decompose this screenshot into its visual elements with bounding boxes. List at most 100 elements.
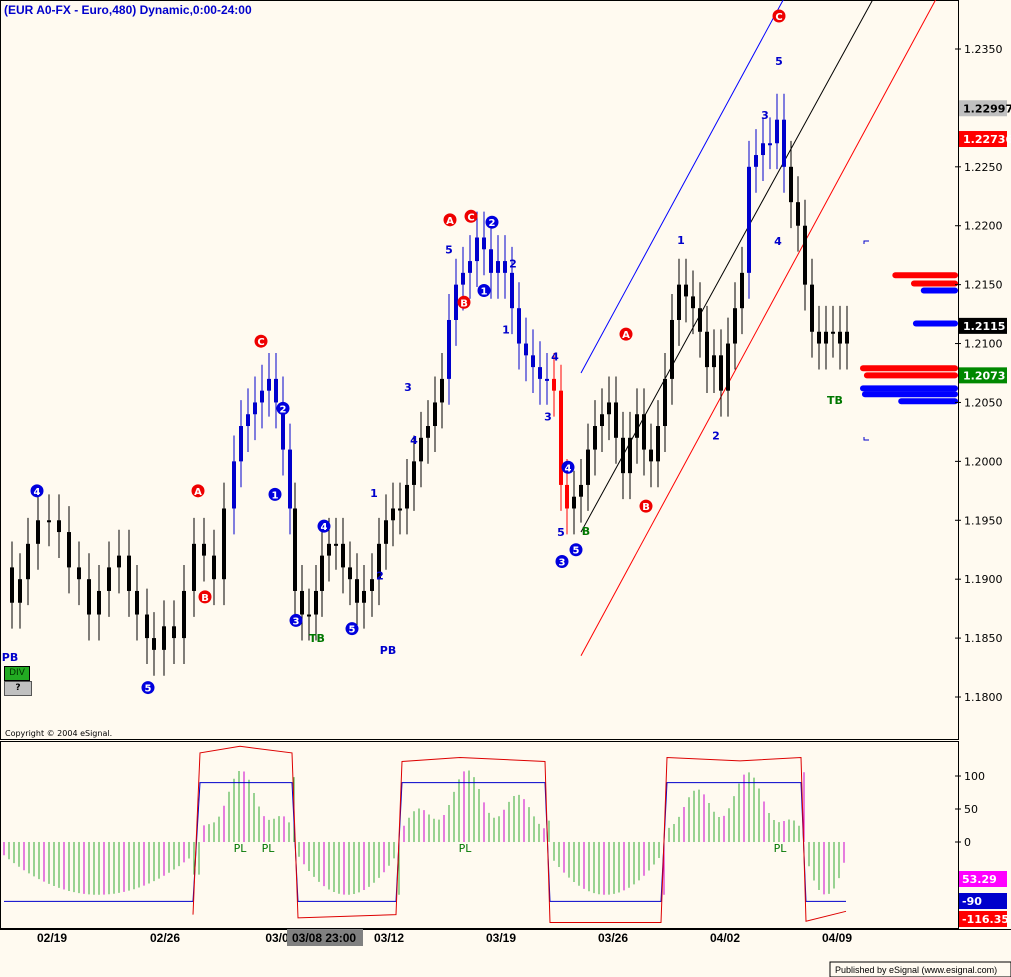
bar-body [586, 449, 590, 485]
wave-marker [477, 284, 491, 298]
bar-body [482, 237, 486, 250]
bar-body [503, 261, 507, 273]
bar-body [232, 461, 236, 509]
date-tick-label: 03/12 [374, 931, 404, 945]
bar-body [545, 378, 549, 381]
bar-body [135, 590, 139, 615]
wave-label: 5 [145, 684, 152, 695]
wave-marker [141, 681, 155, 695]
price-axis: 1.2350 1.2250 1.2200 1.2150 1.2100 1.2050 1.20… [955, 0, 1003, 740]
osc-value-tag: 53.29 [962, 873, 997, 886]
bar-body [845, 331, 849, 344]
date-tick-label: 04/02 [710, 931, 740, 945]
osc-value-tag-box [959, 893, 1007, 909]
bar-body [747, 166, 751, 273]
wave-label: 4 [565, 463, 572, 474]
wave-label: 3 [559, 558, 566, 569]
bar-body [656, 426, 660, 462]
wave-label: 2 [712, 429, 720, 442]
price-tags: 1.22997 1.22736 1.2115 1.2073 [959, 100, 1011, 384]
bar-body [635, 414, 639, 438]
wave-label: 2 [280, 404, 287, 415]
price-tick-label: 1.2250 [964, 161, 1003, 174]
bar-body [26, 543, 30, 580]
bar-body [838, 331, 842, 344]
bar-body [642, 414, 646, 450]
volume-profile-bar [898, 398, 958, 405]
price-tag: 1.22736 [963, 133, 1011, 146]
help-button[interactable]: ? [4, 681, 32, 696]
wave-label: 1 [370, 487, 378, 500]
bar-body [496, 261, 500, 273]
price-tick-label: 1.1850 [964, 632, 1003, 645]
pl-label: PL [234, 842, 248, 855]
bar-body [698, 308, 702, 332]
bar-body [621, 437, 625, 474]
div-button[interactable]: DIV [4, 666, 30, 681]
bar-body [260, 390, 264, 403]
trend-channel-lines [580, 0, 937, 657]
bar-body [677, 284, 681, 320]
osc-tick-label: 100 [964, 770, 985, 783]
bar-body [489, 249, 493, 273]
bar-body [77, 567, 81, 580]
bar-body [87, 579, 91, 615]
bar-body [447, 319, 451, 379]
bar-body [320, 555, 324, 591]
bar-body [391, 508, 395, 521]
wave-marker [268, 487, 282, 501]
bar-body [341, 543, 345, 568]
wave-label: 4 [551, 351, 559, 364]
bar-body [565, 484, 569, 509]
wave-labels: 45ABC12345ABC21AB435C123452143512345PBPB… [2, 9, 843, 695]
wave-marker [457, 295, 471, 309]
wave-label: 4 [34, 487, 41, 498]
wave-marker [639, 499, 653, 513]
bar-body [307, 614, 311, 617]
wave-marker [485, 215, 499, 229]
price-tag: 1.22997 [963, 102, 1011, 115]
wave-label: 3 [761, 109, 769, 122]
chart-title: (EUR A0-FX - Euro,480) Dynamic,0:00-24:0… [4, 3, 252, 17]
price-tick-label: 1.2050 [964, 396, 1003, 409]
wave-label: 2 [509, 257, 517, 270]
bar-body [712, 355, 716, 368]
bar-body [593, 426, 597, 450]
crosshair-date-box [287, 929, 363, 946]
bar-body [579, 484, 583, 497]
channel-red-line [580, 0, 937, 657]
osc-step-line [4, 782, 846, 902]
bar-body [152, 638, 156, 650]
price-bars [10, 93, 849, 676]
bar-body [172, 626, 176, 639]
bar-body [740, 272, 744, 309]
bar-body [348, 567, 352, 580]
wave-marker [276, 401, 290, 415]
bar-body [461, 272, 465, 285]
bar-body [212, 555, 216, 580]
bar-body [300, 590, 304, 615]
bar-body [274, 378, 278, 403]
bar-body [831, 331, 835, 334]
osc-value-tag-box [959, 871, 1007, 887]
wave-marker [198, 590, 212, 604]
bar-body [796, 202, 800, 226]
price-tick-label: 1.2200 [964, 220, 1003, 233]
date-axis: 02/19 02/26 03/0 03/12 03/19 03/26 04/02 04/09 [37, 931, 852, 945]
bar-body [768, 143, 772, 146]
price-tick-label: 1.1950 [964, 514, 1003, 527]
osc-tick-label: 50 [964, 803, 978, 816]
date-tick-label: 02/26 [150, 931, 180, 945]
bar-body [670, 319, 674, 379]
bar-body [405, 484, 409, 509]
bar-body [538, 367, 542, 379]
oscillator: 100 50 0 PL PL PL PL 53.29 -90 -116.35 [3, 741, 1009, 929]
bar-body [293, 508, 297, 591]
bar-body [426, 426, 430, 438]
volume-profile-bar [863, 372, 958, 379]
osc-tick-label: 0 [964, 836, 971, 849]
bar-body [719, 355, 723, 391]
wave-label: 4 [321, 522, 328, 533]
osc-value-tag-box [959, 911, 1007, 927]
bar-body [726, 343, 730, 391]
